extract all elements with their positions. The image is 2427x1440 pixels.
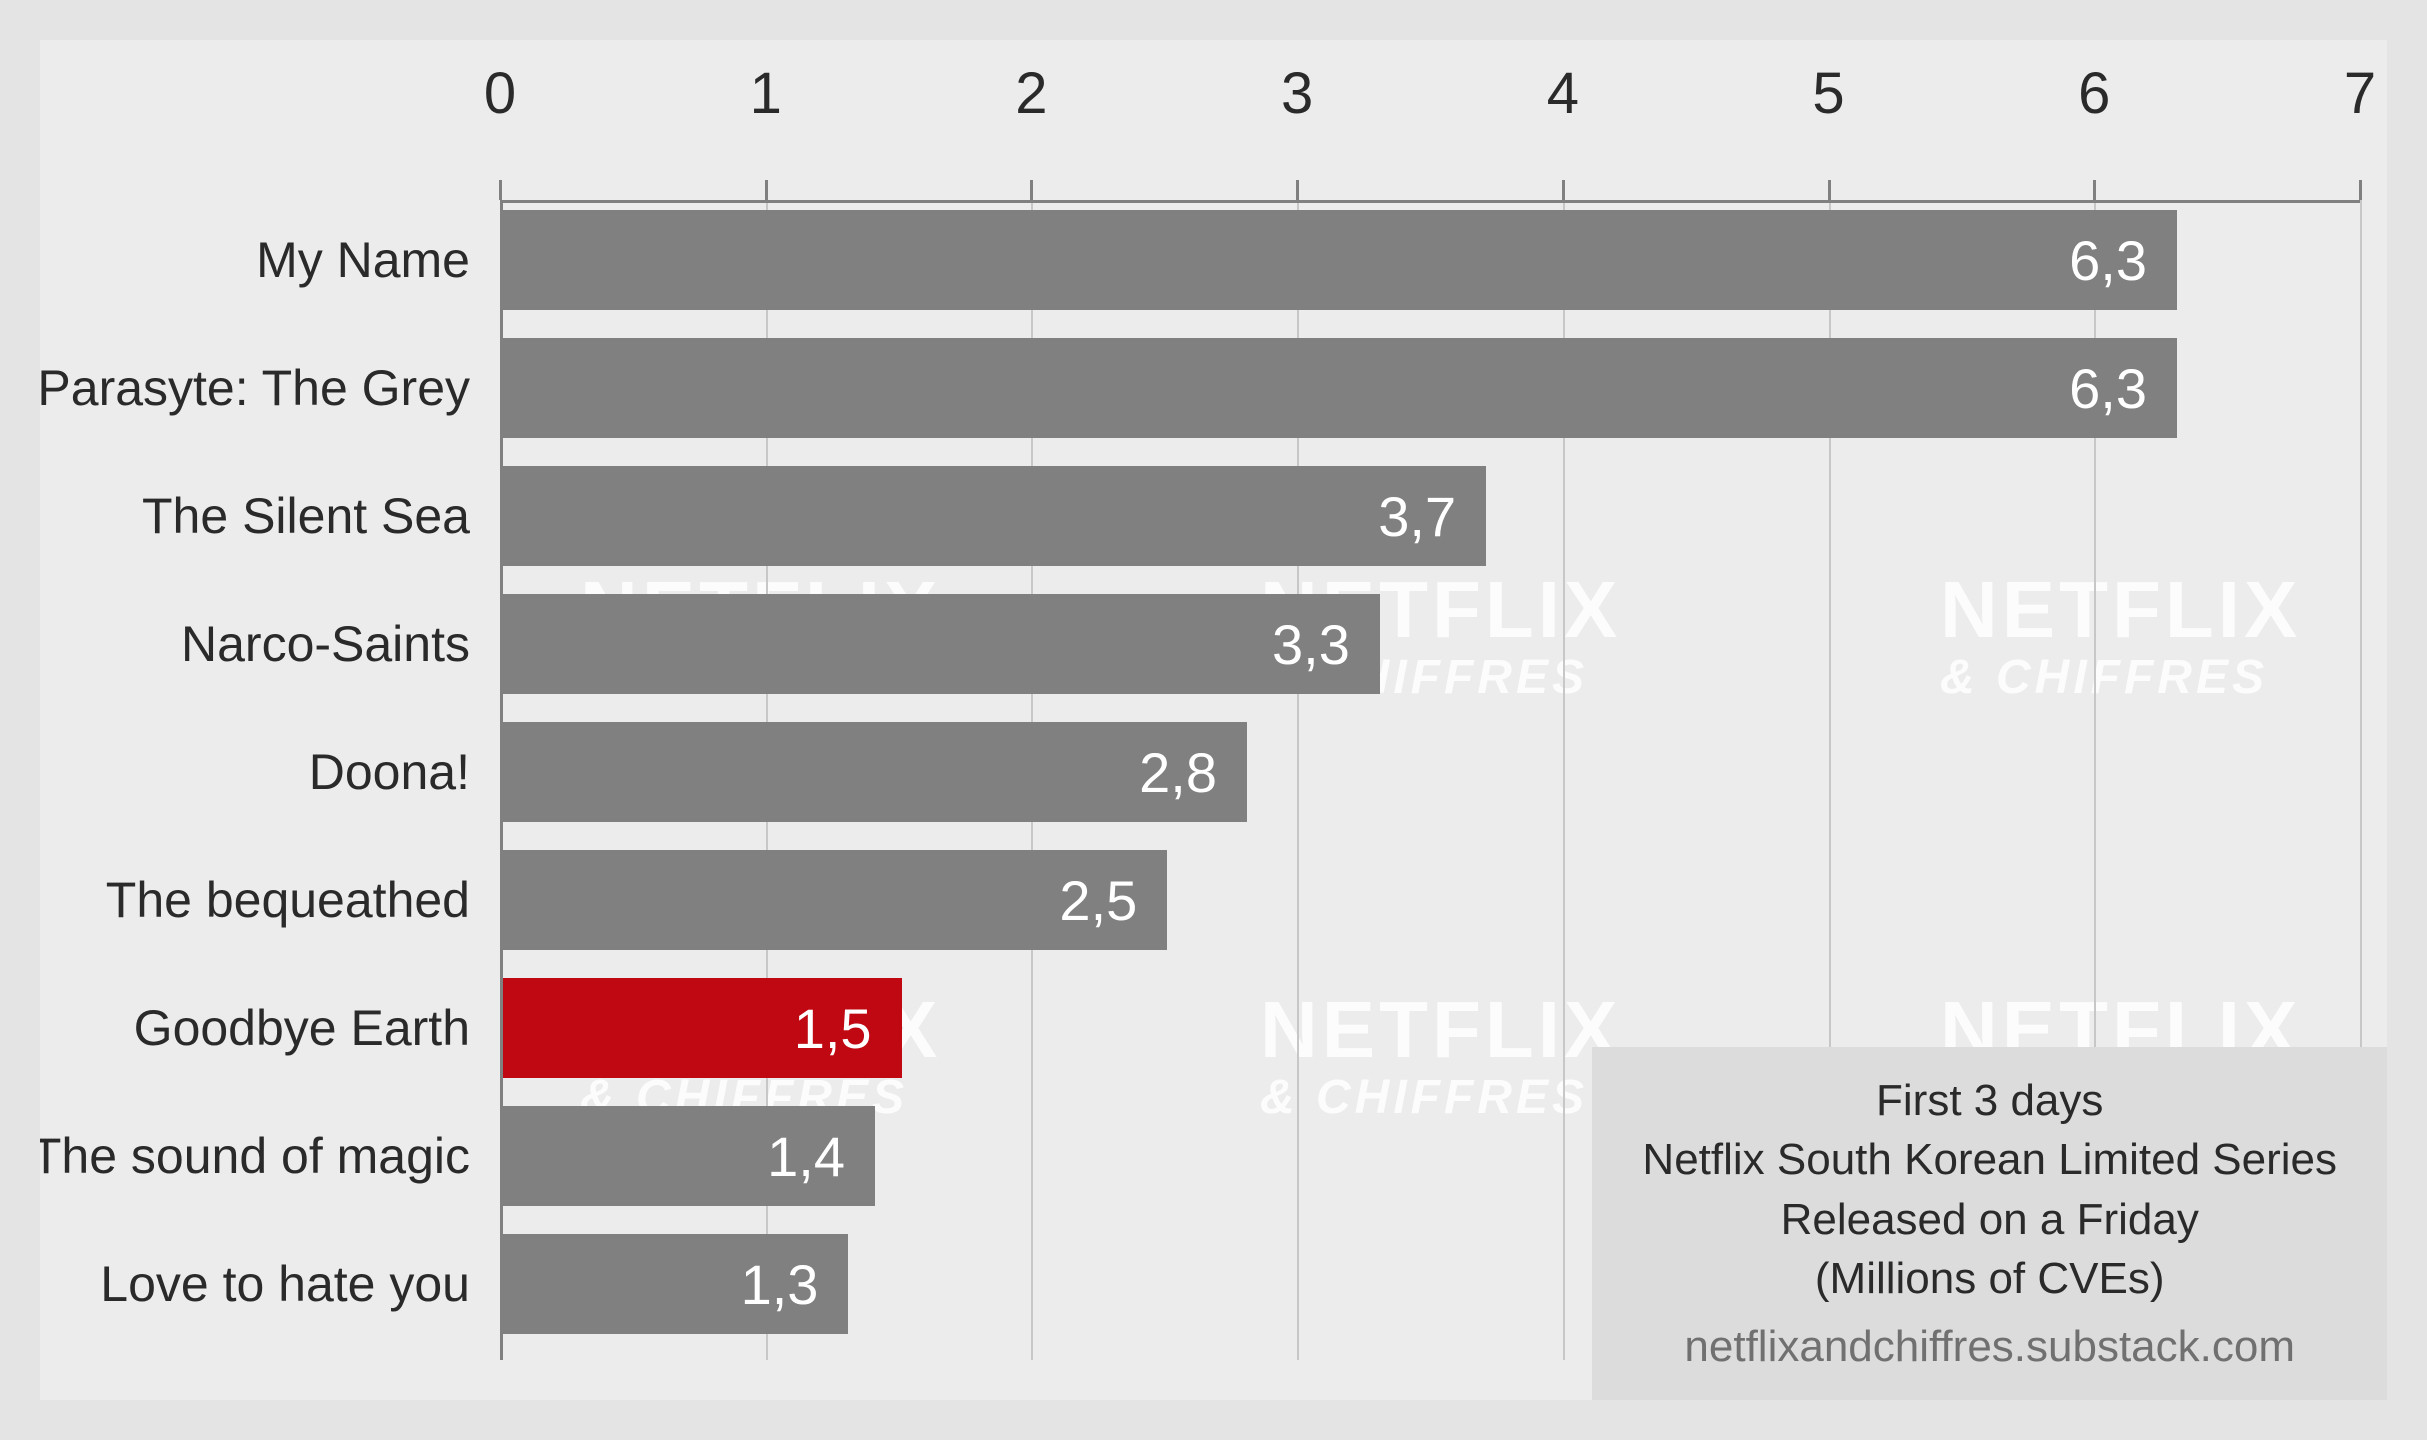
caption-source: netflixandchiffres.substack.com (1642, 1317, 2337, 1376)
bar: 6,3 (503, 210, 2177, 310)
bar-value-label: 2,5 (1059, 868, 1137, 933)
x-tick-label: 2 (971, 60, 1091, 127)
x-tick-label: 6 (2034, 60, 2154, 127)
x-tick-label: 3 (1237, 60, 1357, 127)
x-tick (2359, 180, 2362, 200)
bar-value-label: 2,8 (1139, 740, 1217, 805)
bar: 1,4 (503, 1106, 875, 1206)
x-tick-label: 4 (1503, 60, 1623, 127)
bar: 3,3 (503, 594, 1380, 694)
category-label: The bequeathed (40, 850, 470, 950)
x-tick (1030, 180, 1033, 200)
bar: 3,7 (503, 466, 1486, 566)
category-label: Parasyte: The Grey (40, 338, 470, 438)
bar-value-label: 1,4 (767, 1124, 845, 1189)
x-tick-label: 5 (1769, 60, 1889, 127)
x-tick (1562, 180, 1565, 200)
bar: 1,3 (503, 1234, 848, 1334)
category-label: Love to hate you (40, 1234, 470, 1334)
bar-value-label: 1,3 (741, 1252, 819, 1317)
category-label: Doona! (40, 722, 470, 822)
caption-box: First 3 days Netflix South Korean Limite… (1592, 1047, 2387, 1400)
x-tick (765, 180, 768, 200)
chart-inner-frame: NETFLIX& CHIFFRESNETFLIX& CHIFFRESNETFLI… (40, 40, 2387, 1400)
caption-line-1: First 3 days (1642, 1071, 2337, 1130)
category-label: The Silent Sea (40, 466, 470, 566)
x-tick-label: 7 (2300, 60, 2387, 127)
category-label: Narco-Saints (40, 594, 470, 694)
caption-line-4: (Millions of CVEs) (1642, 1249, 2337, 1308)
x-tick-label: 1 (706, 60, 826, 127)
bar-value-label: 6,3 (2069, 356, 2147, 421)
bar-value-label: 6,3 (2069, 228, 2147, 293)
caption-line-2: Netflix South Korean Limited Series (1642, 1130, 2337, 1189)
bar-value-label: 3,3 (1272, 612, 1350, 677)
caption-line-3: Released on a Friday (1642, 1190, 2337, 1249)
x-tick-label: 0 (440, 60, 560, 127)
category-label: Goodbye Earth (40, 978, 470, 1078)
category-label: My Name (40, 210, 470, 310)
x-tick (1296, 180, 1299, 200)
chart-outer-frame: NETFLIX& CHIFFRESNETFLIX& CHIFFRESNETFLI… (0, 0, 2427, 1440)
x-tick (499, 180, 502, 200)
x-tick (1828, 180, 1831, 200)
category-label: The sound of magic (40, 1106, 470, 1206)
bar: 6,3 (503, 338, 2177, 438)
bar: 2,8 (503, 722, 1247, 822)
bar-value-label: 3,7 (1378, 484, 1456, 549)
bar: 2,5 (503, 850, 1167, 950)
x-tick (2093, 180, 2096, 200)
bar: 1,5 (503, 978, 902, 1078)
bar-value-label: 1,5 (794, 996, 872, 1061)
